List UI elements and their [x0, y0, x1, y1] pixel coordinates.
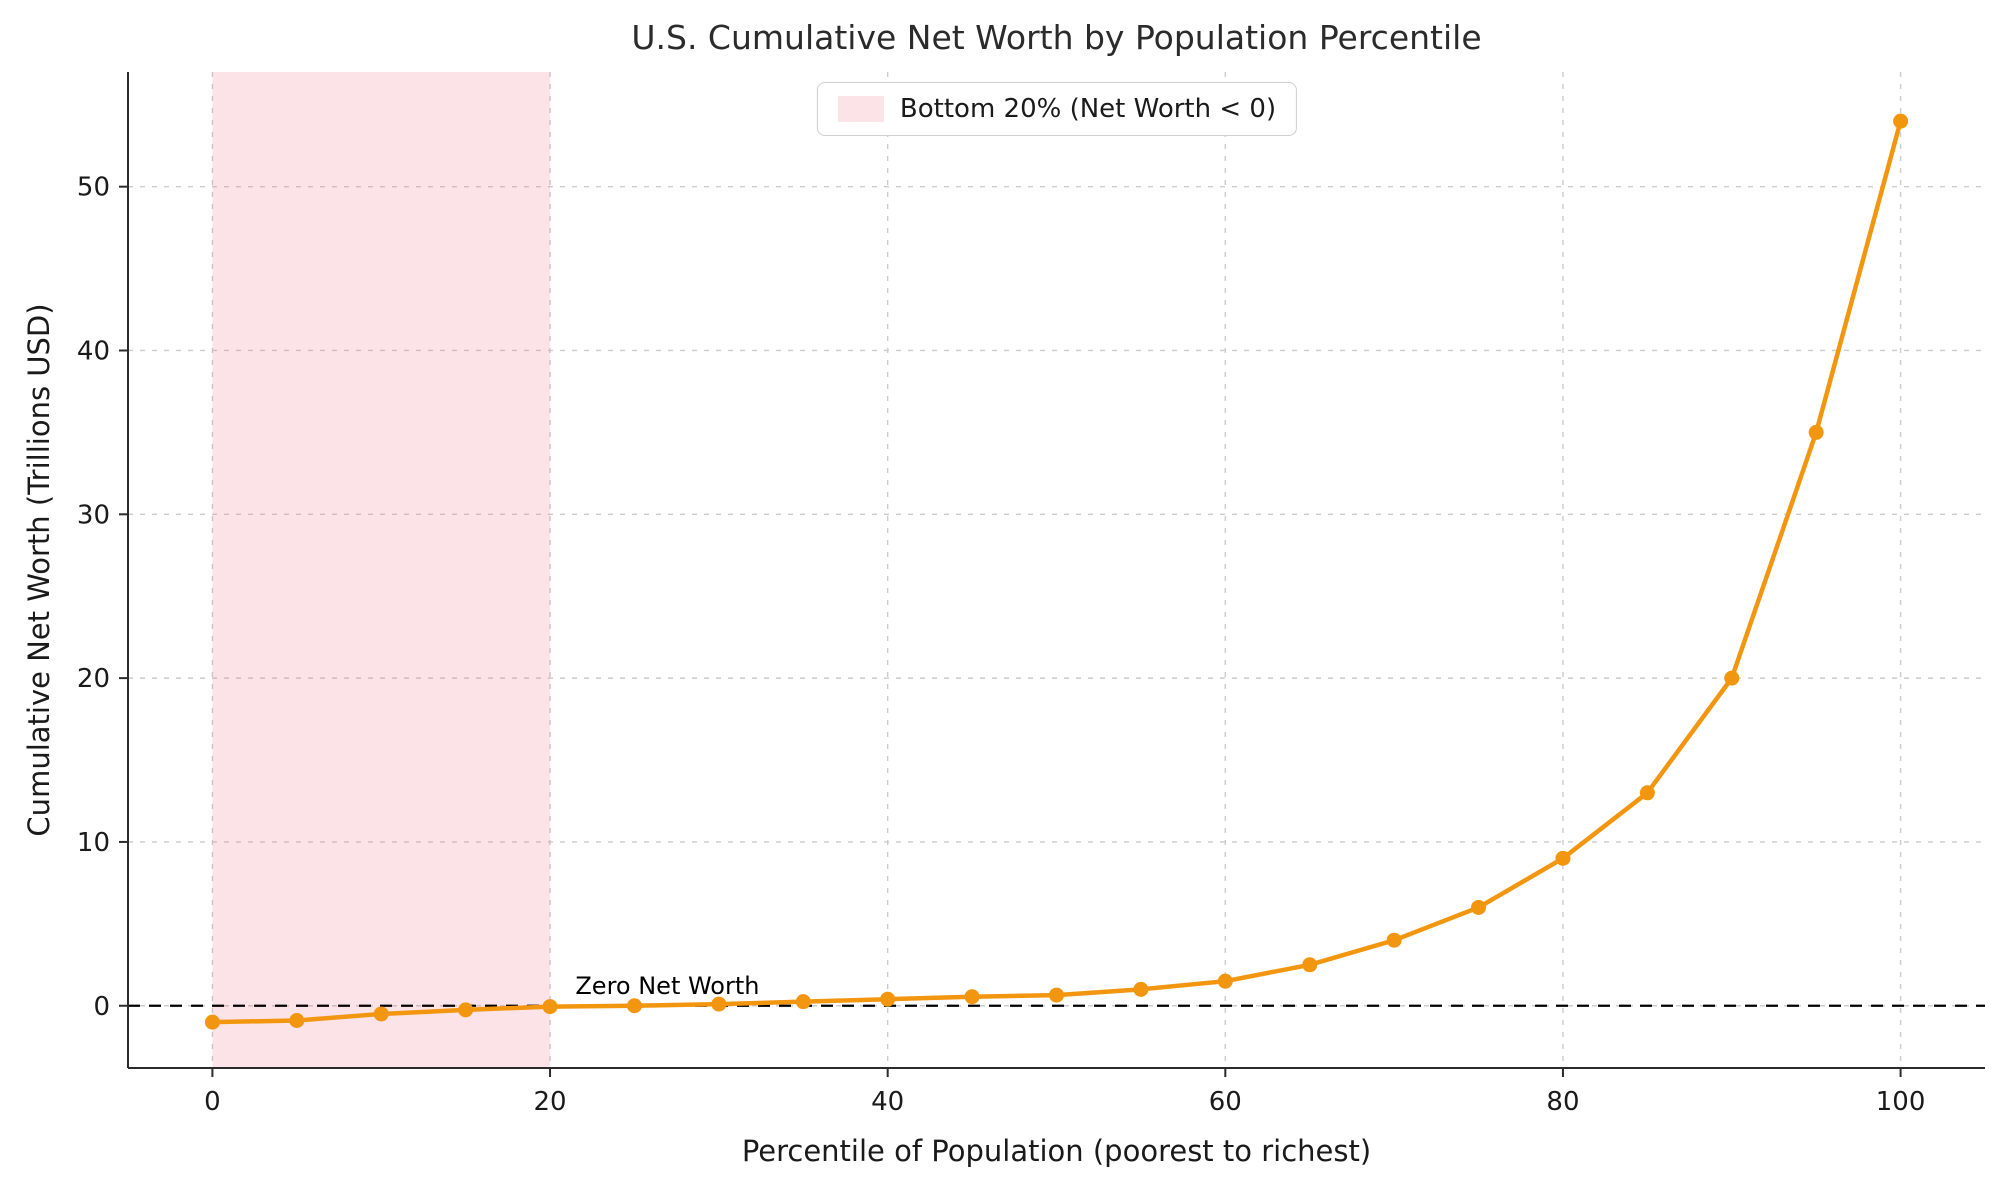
data-point: [1049, 987, 1064, 1003]
x-tick-label: 20: [533, 1087, 566, 1117]
data-point: [964, 989, 980, 1005]
data-point: [1217, 973, 1233, 989]
data-point: [373, 1006, 389, 1022]
shaded-region-bottom-20: [212, 72, 551, 1068]
data-point: [1555, 850, 1571, 866]
data-point: [542, 999, 558, 1015]
data-point: [711, 996, 727, 1012]
data-point: [289, 1012, 305, 1028]
x-axis-label: Percentile of Population (poorest to ric…: [741, 1134, 1372, 1168]
x-tick-label: 100: [1876, 1087, 1926, 1117]
data-point: [795, 994, 811, 1010]
x-tick-label: 40: [871, 1087, 904, 1117]
data-point: [458, 1002, 474, 1018]
y-tick-label: 50: [77, 173, 110, 203]
legend: Bottom 20% (Net Worth < 0): [816, 82, 1298, 136]
data-point: [626, 998, 642, 1014]
y-tick-label: 10: [77, 828, 110, 858]
y-tick-label: 30: [77, 500, 110, 530]
y-tick-label: 20: [77, 664, 110, 694]
data-point: [1808, 424, 1824, 440]
legend-label: Bottom 20% (Net Worth < 0): [899, 94, 1277, 124]
y-axis-label: Cumulative Net Worth (Trillions USD): [22, 303, 56, 837]
x-tick-label: 60: [1209, 1087, 1242, 1117]
legend-swatch-shaded-region: [837, 96, 884, 122]
data-point: [1639, 785, 1655, 801]
x-tick-label: 0: [204, 1087, 221, 1117]
data-point: [1386, 932, 1402, 948]
data-point: [1133, 981, 1149, 997]
data-point: [1724, 670, 1740, 686]
zero-line-annotation: Zero Net Worth: [575, 972, 759, 1000]
data-point: [1302, 957, 1318, 973]
y-tick-label: 40: [77, 336, 110, 366]
data-point: [1471, 899, 1487, 915]
data-point: [204, 1014, 220, 1030]
x-tick-label: 80: [1546, 1087, 1579, 1117]
data-point: [1893, 113, 1909, 129]
data-point: [880, 991, 896, 1007]
chart-title: U.S. Cumulative Net Worth by Population …: [631, 18, 1482, 57]
y-tick-label: 0: [93, 992, 110, 1022]
